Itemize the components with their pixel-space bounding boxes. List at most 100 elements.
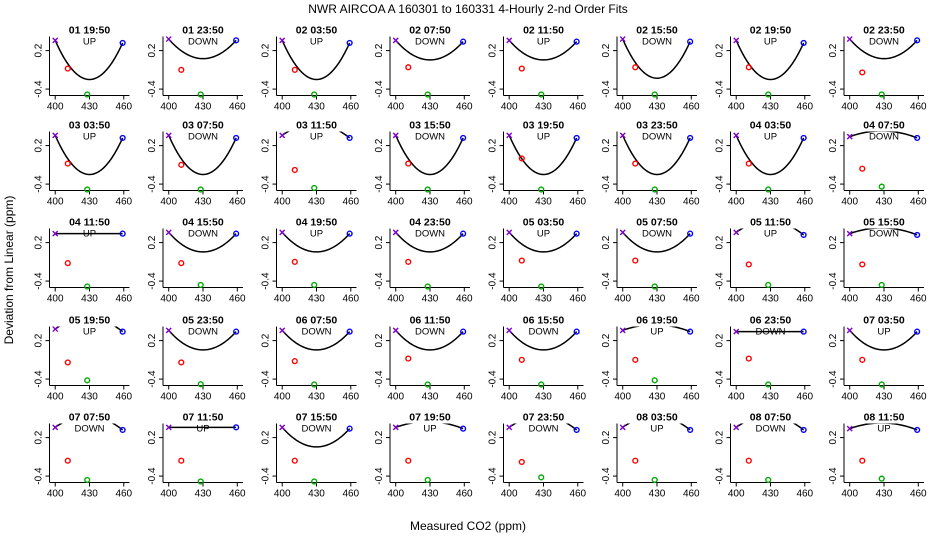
x-tick-label: 460 [569,102,586,113]
panel-title: 08 07:50 [750,412,792,424]
point-low [84,186,91,193]
panel-direction: DOWN [869,37,899,48]
y-tick-label: 0.2 [488,138,499,152]
point-low [197,91,204,98]
fit-curve [849,423,918,431]
point-ref [619,229,626,236]
x-tick-label: 430 [876,197,893,208]
point-mid [291,457,298,464]
x-tick-label: 430 [649,294,666,305]
point-low [197,381,204,388]
point-low [651,476,658,484]
x-tick-label: 430 [422,294,439,305]
x-tick-label: 460 [342,102,359,113]
x-tick-label: 400 [728,102,745,113]
point-ref [165,229,172,236]
fit-curve [622,38,691,79]
y-tick-label: 0.2 [261,43,272,57]
point-mid [859,69,866,76]
panel-title: 04 19:50 [296,217,338,229]
point-ref [506,424,513,431]
x-tick-label: 430 [762,102,779,113]
panel-direction: UP [310,132,323,143]
x-tick-label: 430 [308,294,325,305]
y-tick-label: -0.4 [261,80,272,98]
x-tick-label: 400 [274,294,291,305]
panel-title: 02 11:50 [523,25,564,37]
point-high [573,230,580,237]
y-tick-label: -0.4 [488,175,499,193]
point-mid [178,66,185,73]
x-tick-label: 400 [841,392,858,403]
point-mid [859,457,866,464]
y-tick-label: 0.2 [828,235,839,249]
panel-title: 02 15:50 [636,25,678,37]
fit-curve [281,426,351,448]
x-tick-label: 400 [274,489,291,500]
point-low [311,281,318,289]
fit-curve [849,131,918,139]
point-mid [745,457,752,464]
point-high [573,38,580,45]
point-high [346,230,353,237]
point-ref [279,229,286,236]
y-tick-label: 0.2 [488,235,499,249]
point-low [878,183,885,190]
point-mid [291,358,298,365]
panel-title: 02 07:50 [409,25,451,37]
point-mid [745,355,752,362]
x-tick-label: 430 [81,197,98,208]
y-tick-label: 0.2 [374,235,385,249]
panel-direction: DOWN [415,327,445,338]
point-low [538,283,545,290]
x-tick-label: 460 [229,392,246,403]
fit-curve [281,231,351,253]
point-high [687,38,694,45]
fit-curve [849,329,918,351]
panel-direction: UP [537,229,550,240]
x-tick-label: 430 [649,102,666,113]
y-tick-label: -0.4 [828,272,839,290]
x-tick-label: 460 [683,197,700,208]
point-mid [745,160,752,167]
panel-title: 01 23:50 [182,25,224,37]
panel-direction: DOWN [642,229,672,240]
x-tick-label: 430 [762,294,779,305]
point-high [119,134,126,142]
point-high [573,134,580,142]
x-tick-label: 460 [115,392,132,403]
point-high [460,425,467,432]
point-high [119,328,126,335]
x-tick-label: 430 [876,102,893,113]
point-high [687,426,694,434]
x-tick-label: 430 [535,102,552,113]
x-tick-label: 460 [683,392,700,403]
panel-title: 08 11:50 [864,412,905,424]
point-mid [405,64,412,71]
x-tick-label: 460 [569,197,586,208]
x-tick-label: 400 [160,197,177,208]
x-tick-label: 430 [535,294,552,305]
point-low [197,281,204,289]
panel-title: 07 19:50 [409,412,451,424]
fit-curve [508,231,578,253]
y-tick-label: 0.2 [147,138,158,152]
point-ref [52,424,59,431]
point-mid [178,260,185,267]
point-mid [745,261,752,268]
fit-curve [395,231,464,253]
point-ref [846,133,853,140]
x-tick-label: 400 [841,489,858,500]
y-tick-label: 0.2 [601,138,612,152]
point-low [538,381,545,388]
point-low [765,91,772,98]
